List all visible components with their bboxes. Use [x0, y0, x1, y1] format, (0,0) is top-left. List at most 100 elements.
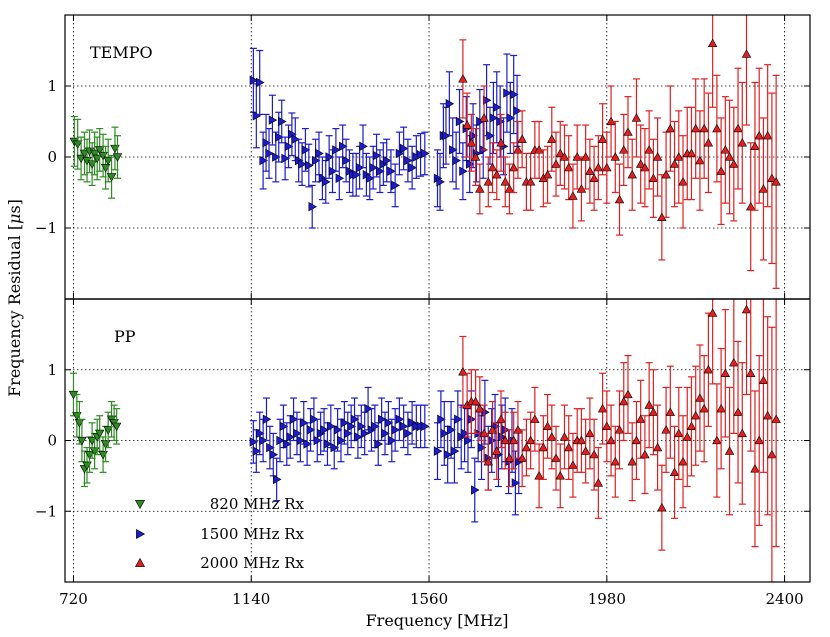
- marker: [606, 435, 616, 445]
- marker: [517, 453, 527, 462]
- data-point: [256, 49, 265, 116]
- marker: [320, 425, 329, 435]
- marker: [547, 432, 557, 441]
- legend-label: 2000 MHz Rx: [200, 554, 304, 572]
- marker: [619, 396, 629, 406]
- data-point: [547, 106, 557, 172]
- marker: [112, 153, 123, 162]
- marker: [416, 421, 426, 432]
- data-point: [404, 138, 413, 183]
- marker: [589, 173, 599, 182]
- data-point: [489, 81, 499, 155]
- marker: [504, 453, 515, 462]
- marker: [724, 152, 735, 161]
- marker: [652, 152, 663, 161]
- data-point: [508, 142, 519, 194]
- data-point: [493, 71, 502, 144]
- data-point: [559, 124, 570, 190]
- marker: [289, 414, 299, 424]
- data-point: [555, 120, 565, 186]
- data-point: [322, 159, 331, 204]
- data-marks: [69, 15, 781, 289]
- data-point: [746, 142, 756, 272]
- marker: [678, 177, 688, 186]
- data-point: [262, 113, 271, 172]
- data-point: [648, 138, 659, 218]
- marker: [593, 162, 604, 172]
- marker: [357, 421, 367, 432]
- marker: [395, 414, 405, 424]
- data-point: [665, 365, 676, 459]
- data-point: [576, 408, 587, 473]
- data-point: [335, 156, 345, 201]
- data-point: [475, 163, 485, 215]
- data-point: [712, 74, 722, 183]
- marker: [593, 478, 604, 487]
- marker: [597, 134, 608, 143]
- data-point: [395, 397, 405, 442]
- marker: [278, 116, 287, 127]
- data-point: [703, 92, 714, 194]
- marker: [412, 152, 422, 162]
- marker: [265, 148, 274, 159]
- marker: [538, 442, 549, 452]
- marker: [111, 422, 122, 432]
- marker: [585, 166, 595, 175]
- data-point: [269, 432, 279, 477]
- marker: [746, 368, 756, 377]
- data-point: [399, 404, 409, 449]
- marker: [377, 414, 387, 424]
- data-point: [648, 369, 659, 456]
- marker: [589, 449, 599, 459]
- legend-label: 820 MHz Rx: [210, 495, 305, 513]
- data-point: [332, 128, 341, 172]
- marker: [256, 77, 265, 88]
- marker: [395, 148, 405, 159]
- marker: [771, 414, 781, 423]
- marker: [619, 145, 629, 154]
- data-point: [272, 457, 282, 502]
- marker: [408, 162, 417, 173]
- data-point: [525, 411, 536, 470]
- data-point: [416, 132, 426, 177]
- marker: [103, 426, 113, 435]
- data-point: [686, 376, 697, 477]
- marker: [433, 446, 443, 456]
- data-point: [619, 113, 629, 186]
- marker: [452, 155, 461, 166]
- marker: [530, 414, 540, 423]
- marker: [344, 428, 353, 439]
- marker: [511, 478, 521, 488]
- data-point: [510, 54, 519, 135]
- x-tick-label: 2400: [766, 590, 804, 608]
- marker: [466, 159, 475, 169]
- marker: [443, 449, 453, 460]
- marker: [517, 134, 527, 143]
- data-point: [359, 124, 368, 169]
- marker: [508, 435, 519, 445]
- data-point: [758, 117, 769, 261]
- marker: [371, 421, 380, 432]
- data-point: [103, 411, 113, 449]
- marker: [305, 160, 314, 171]
- marker: [399, 421, 409, 432]
- data-point: [712, 383, 722, 498]
- data-point: [106, 154, 117, 199]
- y-tick-label: −1: [35, 502, 57, 520]
- data-point: [576, 156, 587, 222]
- data-point: [436, 152, 445, 211]
- marker: [674, 428, 684, 438]
- marker: [525, 177, 536, 186]
- data-point: [437, 390, 446, 449]
- marker: [445, 99, 455, 109]
- marker: [496, 137, 506, 147]
- marker: [691, 123, 701, 133]
- marker: [707, 308, 718, 317]
- x-tick-label: 1140: [232, 590, 270, 608]
- marker: [542, 421, 553, 431]
- marker: [661, 169, 671, 179]
- panel-tempo: −1 0 1 TEMPO: [35, 15, 810, 299]
- data-point: [729, 106, 739, 222]
- marker: [610, 456, 620, 466]
- marker: [674, 152, 684, 161]
